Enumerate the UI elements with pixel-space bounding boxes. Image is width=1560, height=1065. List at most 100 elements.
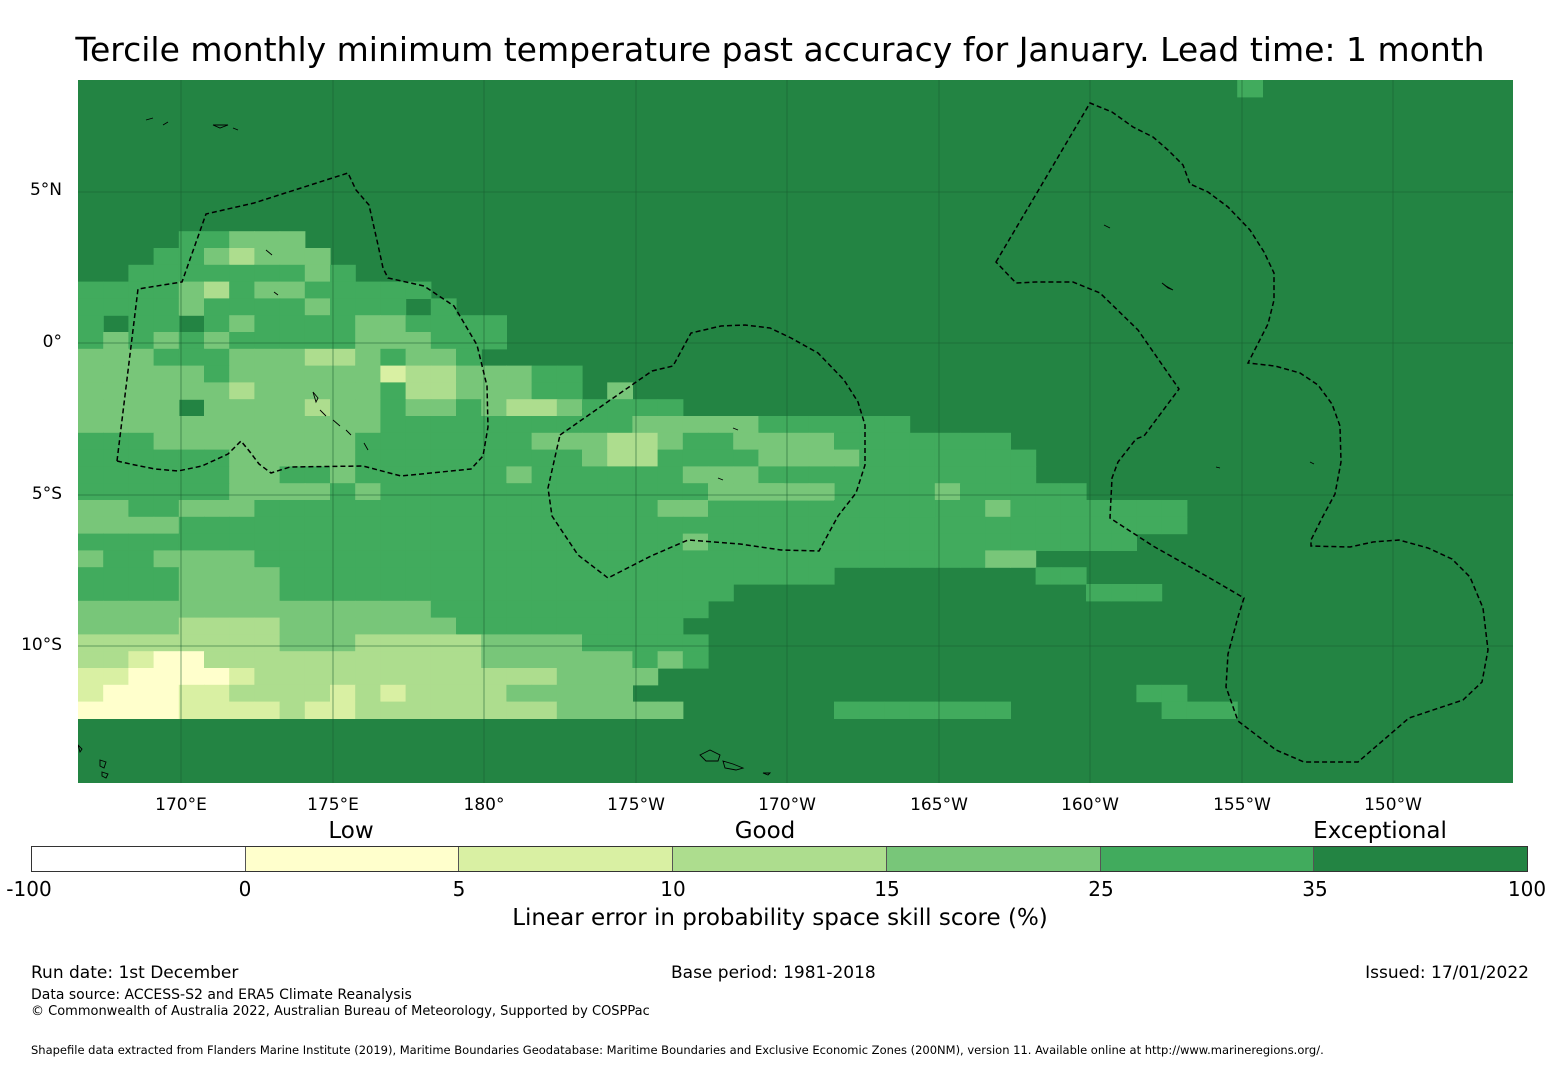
skill-cell	[531, 668, 558, 686]
skill-cell	[506, 668, 533, 686]
skill-cell	[279, 483, 306, 501]
skill-cell	[78, 651, 104, 669]
skill-cell	[556, 382, 583, 400]
skill-cell	[254, 382, 281, 400]
skill-cell	[733, 449, 759, 467]
skill-cell	[884, 533, 911, 551]
skill-cell	[682, 432, 709, 451]
skill-cell	[78, 399, 104, 417]
skill-cell	[960, 533, 986, 551]
skill-cell	[330, 332, 356, 350]
skill-cell	[506, 382, 533, 400]
skill-cell	[128, 567, 155, 585]
skill-cell	[758, 500, 785, 518]
map-canvas	[77, 80, 1513, 783]
skill-cell	[556, 684, 583, 703]
eez-boundary-kiribati-gilberts	[116, 172, 489, 477]
skill-cell	[456, 617, 482, 635]
skill-cell	[657, 483, 684, 501]
skill-cell	[430, 466, 457, 484]
skill-cell	[279, 584, 306, 602]
skill-cell	[153, 449, 180, 467]
skill-cell	[279, 634, 306, 652]
skill-cell	[254, 315, 281, 333]
skill-cell	[934, 483, 961, 501]
skill-cell	[279, 298, 306, 316]
lon-label-150w: 150°W	[1364, 795, 1422, 815]
lat-label-5n: 5°N	[29, 180, 62, 200]
skill-cell	[456, 466, 482, 484]
skill-cell	[153, 584, 180, 602]
skill-cell	[78, 432, 104, 451]
skill-cell	[103, 416, 129, 434]
skill-cell	[733, 550, 759, 568]
skill-cell	[556, 416, 583, 434]
skill-cell	[430, 651, 457, 669]
skill-cell	[229, 399, 255, 417]
skill-cell	[456, 634, 482, 652]
skill-cell	[884, 550, 911, 568]
skill-cell	[103, 281, 129, 299]
skill-cell	[708, 483, 734, 501]
skill-cell	[506, 684, 533, 703]
skill-cell	[733, 500, 759, 518]
skill-cell	[405, 668, 432, 686]
skill-cell	[481, 600, 507, 619]
skill-cell	[153, 500, 180, 518]
skill-cell	[103, 701, 129, 719]
skill-cell	[506, 466, 533, 484]
skill-cell	[229, 231, 255, 249]
skill-cell	[481, 483, 507, 501]
skill-cell	[783, 500, 810, 518]
skill-cell	[204, 365, 230, 383]
skill-cell	[657, 600, 684, 619]
skill-cell	[178, 668, 205, 686]
skill-cell	[682, 651, 709, 669]
skill-cell	[481, 567, 507, 585]
skill-cell	[153, 634, 180, 652]
skill-cell	[481, 432, 507, 451]
skill-cell	[456, 332, 482, 350]
skill-cell	[934, 516, 961, 535]
skill-cell	[78, 466, 104, 484]
skill-cell	[506, 617, 533, 635]
skill-cell	[884, 500, 911, 518]
skill-cell	[330, 399, 356, 417]
lon-label-170e: 170°E	[155, 795, 207, 815]
skill-cell	[330, 533, 356, 551]
skill-cell	[153, 651, 180, 669]
skill-cell	[78, 567, 104, 585]
skill-cell	[834, 701, 860, 719]
skill-cell	[229, 550, 255, 568]
skill-cell	[405, 483, 432, 501]
skill-cell	[758, 483, 785, 501]
skill-cell	[103, 382, 129, 400]
skill-cell	[960, 432, 986, 451]
skill-cell	[859, 483, 885, 501]
skill-cell	[103, 668, 129, 686]
skill-cell	[834, 550, 860, 568]
skill-cell	[204, 382, 230, 400]
skill-cell	[103, 500, 129, 518]
skill-cell	[405, 399, 432, 417]
skill-cell	[355, 500, 381, 518]
skill-cell	[632, 516, 659, 535]
skill-cell	[481, 449, 507, 467]
skill-cell	[859, 432, 885, 451]
skill-cell	[405, 416, 432, 434]
skill-cell	[607, 449, 633, 467]
skill-cell	[531, 701, 558, 719]
skill-cell	[103, 584, 129, 602]
skill-cell	[153, 516, 180, 535]
skill-cell	[481, 399, 507, 417]
skill-cell	[783, 449, 810, 467]
skill-cell	[304, 466, 331, 484]
skill-cell	[153, 348, 180, 367]
skill-cell	[178, 600, 205, 619]
skill-cell	[456, 567, 482, 585]
skill-cell	[204, 617, 230, 635]
skill-cell	[657, 533, 684, 551]
skill-cell	[531, 483, 558, 501]
skill-cell	[632, 567, 659, 585]
skill-cell	[405, 550, 432, 568]
